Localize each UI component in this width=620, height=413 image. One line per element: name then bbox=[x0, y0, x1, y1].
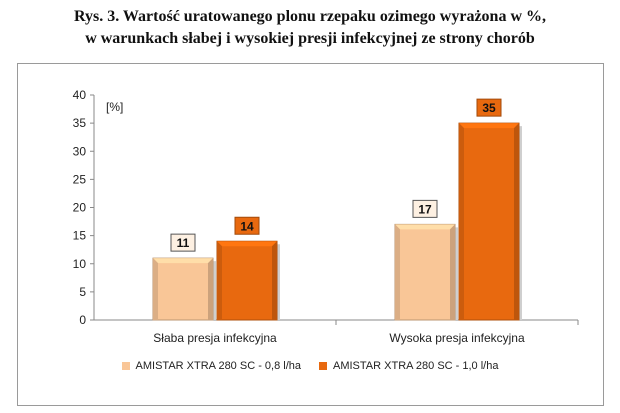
bar-bevel-top-s2-c2 bbox=[459, 123, 519, 129]
x-category-label-1: Wysoka presja infekcyjna bbox=[389, 331, 525, 345]
bar-bevel-right-s2-c1 bbox=[272, 241, 277, 320]
data-label-box-s2-c2 bbox=[476, 98, 502, 117]
x-category-label-0: Słaba presja infekcyjna bbox=[153, 331, 277, 345]
data-label-box-s1-c1 bbox=[170, 233, 196, 252]
bar-bevel-left-s2-c2 bbox=[459, 123, 464, 320]
legend-item-series-1: AMISTAR XTRA 280 SC - 0,8 l/ha bbox=[121, 360, 301, 372]
legend-label-series-1: AMISTAR XTRA 280 SC - 0,8 l/ha bbox=[135, 360, 301, 372]
bar-bevel-top-s1-c1 bbox=[153, 258, 213, 264]
chart-title-line2: w warunkach słabej i wysokiej presji inf… bbox=[85, 30, 535, 47]
y-tick-label-7: 35 bbox=[73, 116, 87, 130]
bar-bevel-right-s1-c1 bbox=[208, 258, 213, 320]
data-label-box-s2-c1 bbox=[234, 216, 260, 235]
bar-s1-c2 bbox=[394, 223, 456, 321]
bar-bevel-left-s2-c1 bbox=[217, 241, 222, 320]
y-tick-label-5: 25 bbox=[73, 172, 87, 186]
bar-bevel-left-s1-c1 bbox=[153, 258, 158, 320]
chart-frame bbox=[17, 63, 604, 406]
data-label-s2-c1: 14 bbox=[240, 219, 254, 233]
data-label-s1-c2: 17 bbox=[418, 202, 432, 216]
legend-label-series-2: AMISTAR XTRA 280 SC - 1,0 l/ha bbox=[333, 360, 499, 372]
legend-swatch-series-1 bbox=[121, 362, 130, 370]
bar-s1-c1 bbox=[152, 257, 214, 321]
bar-bevel-left-s1-c2 bbox=[395, 224, 400, 320]
bar-bevel-top-s1-c2 bbox=[395, 224, 455, 230]
y-axis-label: [%] bbox=[106, 100, 123, 114]
y-tick-label-4: 20 bbox=[73, 201, 87, 215]
chart-legend: AMISTAR XTRA 280 SC - 0,8 l/ha AMISTAR X… bbox=[0, 360, 620, 372]
chart-title-line1: Rys. 3. Wartość uratowanego plonu rzepak… bbox=[73, 8, 546, 25]
bar-bevel-right-s2-c2 bbox=[514, 123, 519, 320]
y-tick-label-6: 30 bbox=[73, 144, 87, 158]
y-tick-label-0: 0 bbox=[79, 313, 86, 327]
data-label-s2-c2: 35 bbox=[482, 101, 496, 115]
data-label-s1-c1: 11 bbox=[177, 236, 190, 250]
bar-bevel-right-s1-c2 bbox=[450, 224, 455, 320]
y-tick-label-2: 10 bbox=[73, 257, 87, 271]
data-label-box-s1-c2 bbox=[412, 199, 438, 218]
y-tick-label-8: 40 bbox=[73, 88, 87, 102]
bar-bevel-top-s2-c1 bbox=[217, 241, 277, 247]
legend-item-series-2: AMISTAR XTRA 280 SC - 1,0 l/ha bbox=[319, 360, 498, 372]
y-tick-label-3: 15 bbox=[73, 229, 87, 243]
bar-s2-c2 bbox=[458, 122, 520, 321]
y-tick-label-1: 5 bbox=[79, 285, 86, 299]
bar-s2-c1 bbox=[216, 240, 278, 321]
legend-swatch-series-2 bbox=[319, 362, 327, 370]
